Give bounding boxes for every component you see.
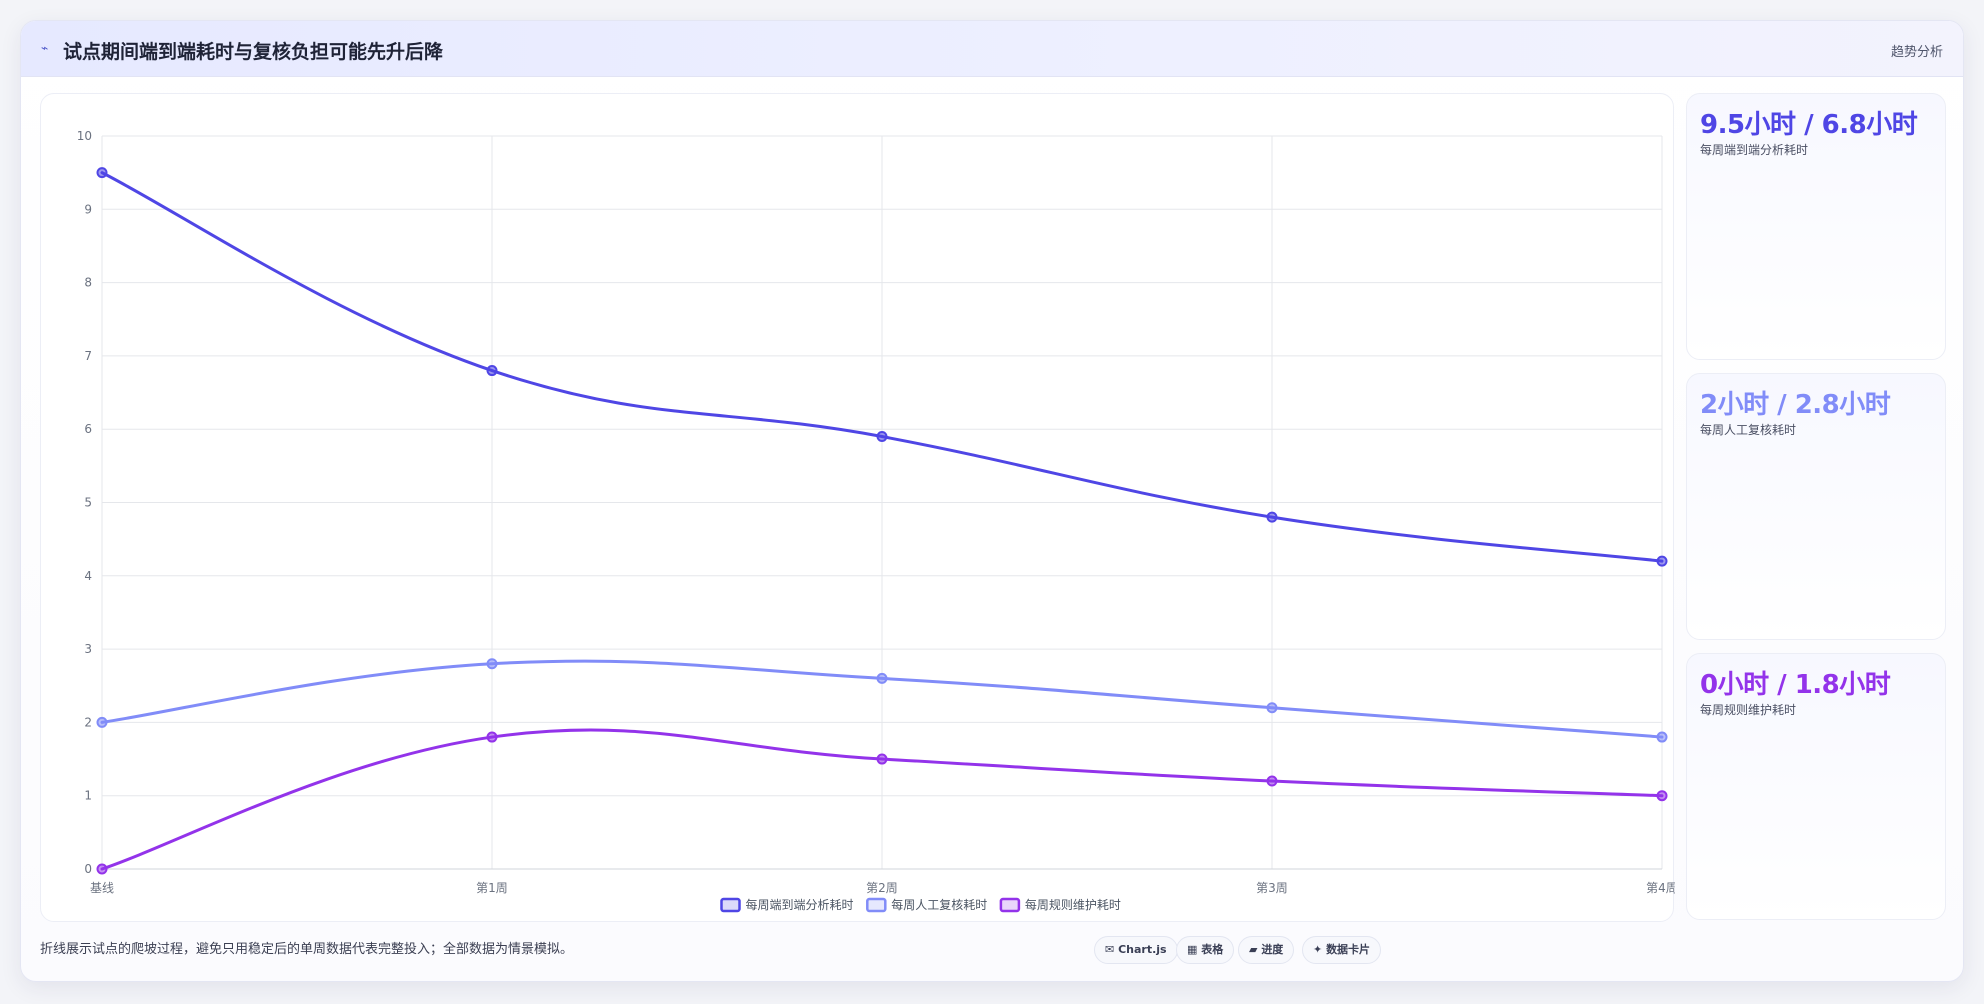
data-point [876,672,888,684]
table-icon: ▦ [1187,943,1198,956]
data-point [1266,702,1278,714]
chip-progress[interactable]: ▰ 进度 [1238,936,1295,964]
sparkle-icon: ✦ [1313,943,1323,956]
x-tick-label: 第4周 [1646,881,1675,895]
data-point [486,658,498,670]
chip-label: 表格 [1201,943,1224,956]
y-tick-label: 3 [84,642,92,656]
y-tick-label: 6 [84,422,92,436]
stat-value: 0小时 / 1.8小时 [1700,670,1891,700]
progress-icon: ▰ [1249,943,1258,956]
y-tick-label: 7 [84,349,92,363]
chart-panel: 0 1 2 3 4 5 6 7 8 9 10 基线 第1周 第2周 第3周 第4周每周端到端分析耗时 每周人工复… [40,93,1675,922]
chip-label: Chart.js [1118,943,1167,956]
legend-swatch [866,897,887,913]
card-header: ⌁ 试点期间端到端耗时与复核负担可能先升后降 趋势分析 [21,21,1963,77]
y-tick-label: 4 [84,569,92,583]
x-tick-label: 第1周 [476,881,508,895]
stat-card-end-to-end: 9.5小时 / 6.8小时 每周端到端分析耗时 [1686,93,1946,360]
stat-card-manual-review: 2小时 / 2.8小时 每周人工复核耗时 [1686,373,1946,640]
trend-icon: ⌁ [41,41,49,55]
data-point [96,863,108,875]
data-point [1656,555,1668,567]
y-tick-label: 0 [84,862,92,876]
stat-cards: 9.5小时 / 6.8小时 每周端到端分析耗时 2小时 / 2.8小时 每周人工… [1686,93,1946,922]
legend-swatch [999,897,1021,913]
stat-label: 每周人工复核耗时 [1700,423,1797,437]
card-title: 试点期间端到端耗时与复核负担可能先升后降 [63,41,444,63]
legend-label: 每周规则维护耗时 [1025,897,1121,912]
x-tick-label: 基线 [90,881,114,895]
y-tick-label: 1 [84,789,92,803]
chip-label: 进度 [1261,943,1284,956]
y-tick-label: 9 [84,202,92,216]
data-point [486,731,498,743]
legend-label: 每周人工复核耗时 [891,897,987,912]
stat-value: 9.5小时 / 6.8小时 [1700,110,1918,140]
chip-label: 数据卡片 [1326,943,1371,956]
data-point [876,753,888,765]
footnote: 折线展示试点的爬坡过程，避免只用稳定后的单周数据代表完整投入；全部数据为情景模拟… [40,942,574,957]
y-tick-label: 2 [84,715,92,729]
data-point [1266,775,1278,787]
x-tick-label: 第2周 [866,881,898,895]
stat-value: 2小时 / 2.8小时 [1700,390,1891,420]
legend-label: 每周端到端分析耗时 [746,897,854,912]
chip-table[interactable]: ▦ 表格 [1176,936,1235,964]
y-tick-label: 5 [84,496,92,510]
data-point [1266,511,1278,523]
chip-data-card[interactable]: ✦ 数据卡片 [1302,936,1382,964]
y-tick-label: 10 [77,129,92,143]
data-point [876,431,888,443]
data-point [1656,790,1668,802]
data-point [1656,731,1668,743]
data-point [96,716,108,728]
data-point [96,167,108,179]
stat-card-rule-maintenance: 0小时 / 1.8小时 每周规则维护耗时 [1686,653,1946,920]
y-tick-label: 8 [84,276,92,290]
x-tick-label: 第3周 [1256,881,1288,895]
chart-icon: ✉ [1105,943,1115,956]
chip-chartjs[interactable]: ✉ Chart.js [1094,936,1178,964]
chart-card: ⌁ 试点期间端到端耗时与复核负担可能先升后降 趋势分析 0 1 2 3 4 5 6 7 8 9 10… [20,20,1964,982]
stat-label: 每周端到端分析耗时 [1700,143,1809,157]
data-point [486,365,498,377]
stat-label: 每周规则维护耗时 [1700,703,1797,717]
card-tag: 趋势分析 [1890,45,1943,60]
legend-swatch [720,897,741,913]
